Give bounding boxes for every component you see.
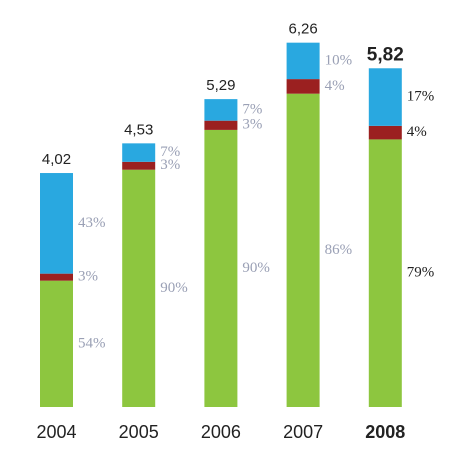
bar-segment xyxy=(122,169,156,407)
x-tick-label: 2004 xyxy=(36,422,76,442)
data-label: 3% xyxy=(242,117,262,133)
bar-segment xyxy=(368,125,402,140)
data-label: 79% xyxy=(407,265,435,281)
bar-segment xyxy=(40,273,73,281)
data-label: 10% xyxy=(325,52,353,68)
data-label: 4% xyxy=(407,124,427,140)
bar-segment xyxy=(368,139,402,408)
data-label: 43% xyxy=(78,215,106,231)
bar-segment xyxy=(368,68,402,126)
bar-segment xyxy=(286,93,320,408)
data-label: 7% xyxy=(160,144,180,160)
data-label: 90% xyxy=(242,260,270,276)
total-label: 5,82 xyxy=(367,44,404,65)
total-label: 5,29 xyxy=(206,77,235,94)
data-label: 7% xyxy=(242,101,262,117)
bar-segment xyxy=(40,173,73,274)
bar-segment xyxy=(122,143,156,162)
x-tick-label: 2008 xyxy=(365,422,405,442)
data-label: 3% xyxy=(160,157,180,173)
data-label: 17% xyxy=(407,89,435,105)
x-tick-label: 2005 xyxy=(119,422,159,442)
data-label: 4% xyxy=(325,78,345,94)
bar-segment xyxy=(122,161,156,170)
bar-segment xyxy=(204,129,238,408)
bar-segment xyxy=(286,79,320,94)
data-label: 86% xyxy=(325,242,353,258)
total-label: 4,02 xyxy=(42,151,71,168)
data-label: 90% xyxy=(160,280,188,296)
total-label: 4,53 xyxy=(124,121,153,138)
bar-segment xyxy=(204,99,238,121)
x-tick-label: 2006 xyxy=(201,422,241,442)
data-label: 54% xyxy=(78,335,106,351)
x-tick-label: 2007 xyxy=(283,422,323,442)
total-label: 6,26 xyxy=(288,21,317,38)
bar-segment xyxy=(286,42,320,80)
bar-segment xyxy=(204,120,238,130)
bar-segment xyxy=(40,280,73,407)
data-label: 3% xyxy=(78,269,98,285)
